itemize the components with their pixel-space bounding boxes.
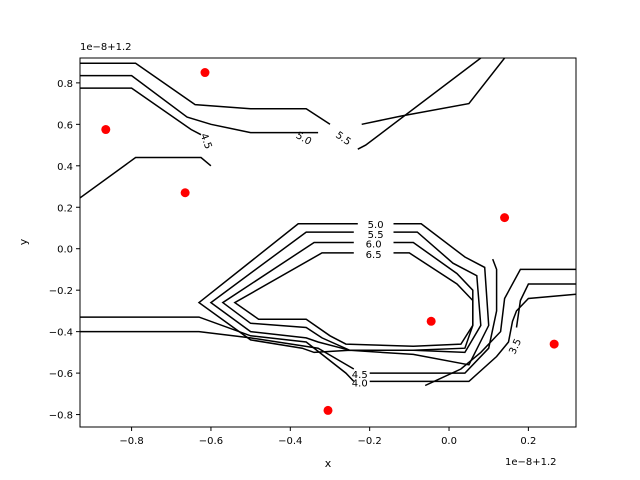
- data-point-2: [180, 188, 190, 198]
- data-point-0: [101, 125, 111, 135]
- contour-line-5-0-2: [80, 74, 319, 134]
- contour-label-9: 3.5: [508, 337, 525, 356]
- y-axis-ticks: −0.8 −0.6 −0.4 −0.2 0.0 0.2 0.4 0.6 0.8: [49, 79, 80, 422]
- data-point-5: [549, 339, 559, 349]
- data-point-6: [323, 405, 333, 415]
- contour-line-5-0-3: [361, 58, 506, 126]
- y-tick-label: 0.6: [57, 120, 73, 131]
- contour-line-5-5-13: [209, 231, 482, 354]
- y-axis-label: y: [17, 238, 30, 245]
- x-tick-label: 0.0: [441, 436, 457, 447]
- contour-line-4-5-10: [80, 330, 355, 370]
- x-axis-ticks: −0.8 −0.6 −0.4 −0.2 0.0 0.2: [119, 427, 536, 447]
- x-tick-label: 0.2: [520, 436, 536, 447]
- y-tick-label: −0.6: [49, 369, 73, 380]
- x-axis-label: x: [325, 457, 332, 470]
- data-point-4: [500, 213, 510, 223]
- contour-line-5-5-4: [80, 62, 331, 125]
- y-tick-label: 0.0: [57, 245, 73, 256]
- contour-lines: [80, 58, 576, 387]
- x-tick-label: −0.2: [358, 436, 382, 447]
- contour-line-3-5-7: [515, 283, 576, 328]
- contour-line-4-5-11: [369, 258, 498, 374]
- contour-line-4-5-0: [80, 87, 202, 136]
- y-tick-label: −0.2: [49, 286, 73, 297]
- contour-label-8: 4.0: [352, 378, 368, 389]
- y-tick-label: 0.4: [57, 162, 73, 173]
- y-offset-label: 1e−8+1.2: [80, 42, 132, 53]
- x-tick-label: −0.6: [199, 436, 223, 447]
- contour-line-3-5-6: [424, 268, 576, 387]
- x-offset-label: 1e−8+1.2: [505, 457, 557, 468]
- x-tick-label: −0.4: [278, 436, 302, 447]
- contour-label-2: 5.5: [333, 130, 352, 148]
- contour-label-6: 6.5: [366, 250, 382, 261]
- contour-line-4-5-1: [80, 156, 212, 199]
- plot-frame: [79, 57, 577, 428]
- contour-label-5: 6.0: [366, 240, 382, 251]
- data-point-1: [200, 68, 210, 78]
- contour-line-6-5-15: [233, 252, 474, 347]
- contour-line-5-0-12: [197, 223, 490, 366]
- contour-label-3: 5.0: [368, 220, 384, 231]
- contour-line-4-0-9: [369, 293, 576, 383]
- contour-label-7: 4.5: [352, 370, 368, 381]
- y-tick-label: 0.2: [57, 203, 73, 214]
- scatter-points: [101, 68, 559, 415]
- y-tick-label: 0.8: [57, 79, 73, 90]
- contour-line-4-0-8: [80, 316, 355, 382]
- contour-line-6-0-14: [221, 241, 474, 352]
- contour-label-0: 4.5: [198, 132, 214, 151]
- y-tick-label: −0.8: [49, 411, 73, 422]
- y-tick-label: −0.4: [49, 328, 73, 339]
- contour-label-4: 5.5: [368, 230, 384, 241]
- x-tick-label: −0.8: [119, 436, 143, 447]
- data-point-3: [426, 316, 436, 326]
- contour-line-5-5-5: [357, 58, 482, 150]
